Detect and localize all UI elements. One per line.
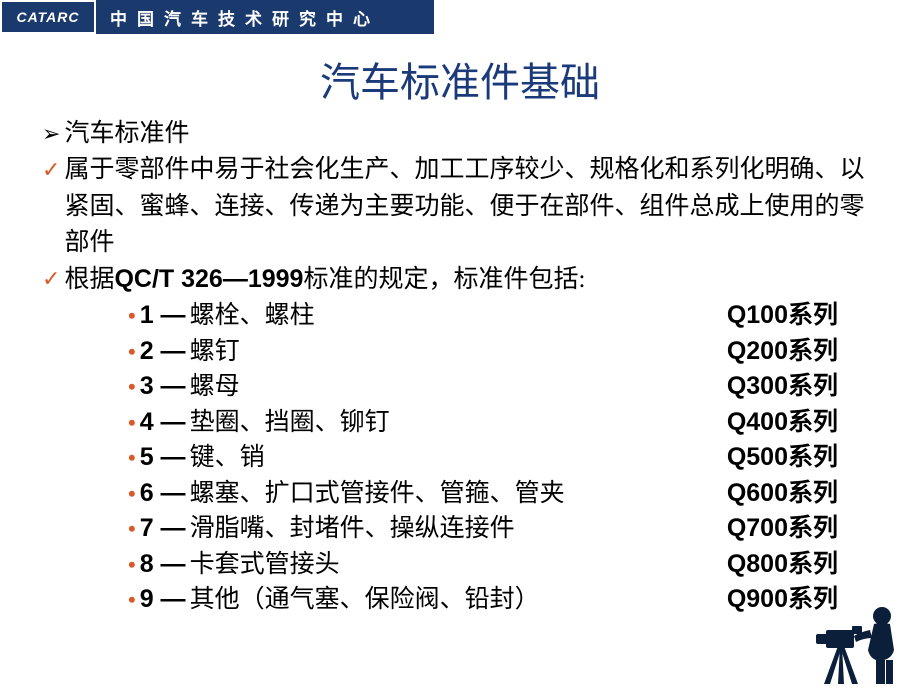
section-heading-line: ➢ 汽车标准件: [42, 116, 878, 152]
bullet-dot-icon: •: [128, 549, 136, 580]
item-label: 滑脂嘴、封堵件、操纵连接件: [190, 511, 727, 547]
item-series: Q400系列: [727, 405, 838, 441]
item-label: 螺钉: [190, 334, 727, 370]
item-label: 垫圈、挡圈、铆钉: [190, 405, 727, 441]
header-bar: CATARC 中国汽车技术研究中心: [0, 0, 920, 34]
item-label: 螺母: [190, 369, 727, 405]
item-number: 5 —: [140, 440, 186, 476]
list-item: •6 —螺塞、扩口式管接件、管箍、管夹Q600系列: [128, 476, 838, 512]
logo-text: CATARC: [16, 9, 79, 25]
bullet-dot-icon: •: [128, 513, 136, 544]
item-number: 4 —: [140, 405, 186, 441]
item-number: 7 —: [140, 511, 186, 547]
item-series: Q500系列: [727, 440, 838, 476]
bullet-dot-icon: •: [128, 478, 136, 509]
bullet-dot-icon: •: [128, 300, 136, 331]
item-series: Q200系列: [727, 334, 838, 370]
slide-title: 汽车标准件基础: [0, 50, 920, 108]
item-label: 螺塞、扩口式管接件、管箍、管夹: [190, 476, 727, 512]
item-number: 8 —: [140, 547, 186, 583]
list-item: •1 —螺栓、螺柱Q100系列: [128, 298, 838, 334]
item-label: 键、销: [190, 440, 727, 476]
item-number: 9 —: [140, 582, 186, 618]
numbered-list: •1 —螺栓、螺柱Q100系列•2 —螺钉Q200系列•3 —螺母Q300系列•…: [42, 298, 878, 618]
cameraman-silhouette-icon: [804, 596, 914, 686]
bullet-dot-icon: •: [128, 584, 136, 615]
item-number: 6 —: [140, 476, 186, 512]
item-series: Q600系列: [727, 476, 838, 512]
check-line-text: 属于零部件中易于社会化生产、加工工序较少、规格化和系列化明确、以紧固、蜜蜂、连接…: [64, 152, 878, 261]
item-number: 1 —: [140, 298, 186, 334]
arrow-bullet-icon: ➢: [42, 116, 60, 151]
list-item: •3 —螺母Q300系列: [128, 369, 838, 405]
list-item: •9 —其他（通气塞、保险阀、铅封）Q900系列: [128, 582, 838, 618]
item-label: 卡套式管接头: [190, 547, 727, 583]
item-number: 2 —: [140, 334, 186, 370]
list-item: •4 —垫圈、挡圈、铆钉Q400系列: [128, 405, 838, 441]
slide-content: ➢ 汽车标准件 ✓属于零部件中易于社会化生产、加工工序较少、规格化和系列化明确、…: [0, 108, 920, 618]
item-number: 3 —: [140, 369, 186, 405]
bullet-dot-icon: •: [128, 371, 136, 402]
check-line-text: 根据QC/T 326—1999标准的规定，标准件包括:: [64, 261, 878, 298]
logo-box: CATARC: [0, 0, 96, 34]
list-item: •8 —卡套式管接头Q800系列: [128, 547, 838, 583]
item-series: Q800系列: [727, 547, 838, 583]
list-item: •7 —滑脂嘴、封堵件、操纵连接件Q700系列: [128, 511, 838, 547]
item-series: Q700系列: [727, 511, 838, 547]
bullet-dot-icon: •: [128, 336, 136, 367]
item-label: 螺栓、螺柱: [190, 298, 727, 334]
check-bullet-line: ✓属于零部件中易于社会化生产、加工工序较少、规格化和系列化明确、以紧固、蜜蜂、连…: [42, 152, 878, 261]
bullet-dot-icon: •: [128, 442, 136, 473]
bullet-dot-icon: •: [128, 407, 136, 438]
item-series: Q100系列: [727, 298, 838, 334]
check-bullet-line: ✓根据QC/T 326—1999标准的规定，标准件包括:: [42, 261, 878, 298]
list-item: •2 —螺钉Q200系列: [128, 334, 838, 370]
section-heading-text: 汽车标准件: [64, 116, 878, 152]
check-icon: ✓: [42, 152, 60, 187]
item-series: Q300系列: [727, 369, 838, 405]
check-icon: ✓: [42, 261, 60, 296]
header-org-title: 中国汽车技术研究中心: [96, 0, 434, 34]
list-item: •5 —键、销Q500系列: [128, 440, 838, 476]
item-label: 其他（通气塞、保险阀、铅封）: [190, 582, 727, 618]
